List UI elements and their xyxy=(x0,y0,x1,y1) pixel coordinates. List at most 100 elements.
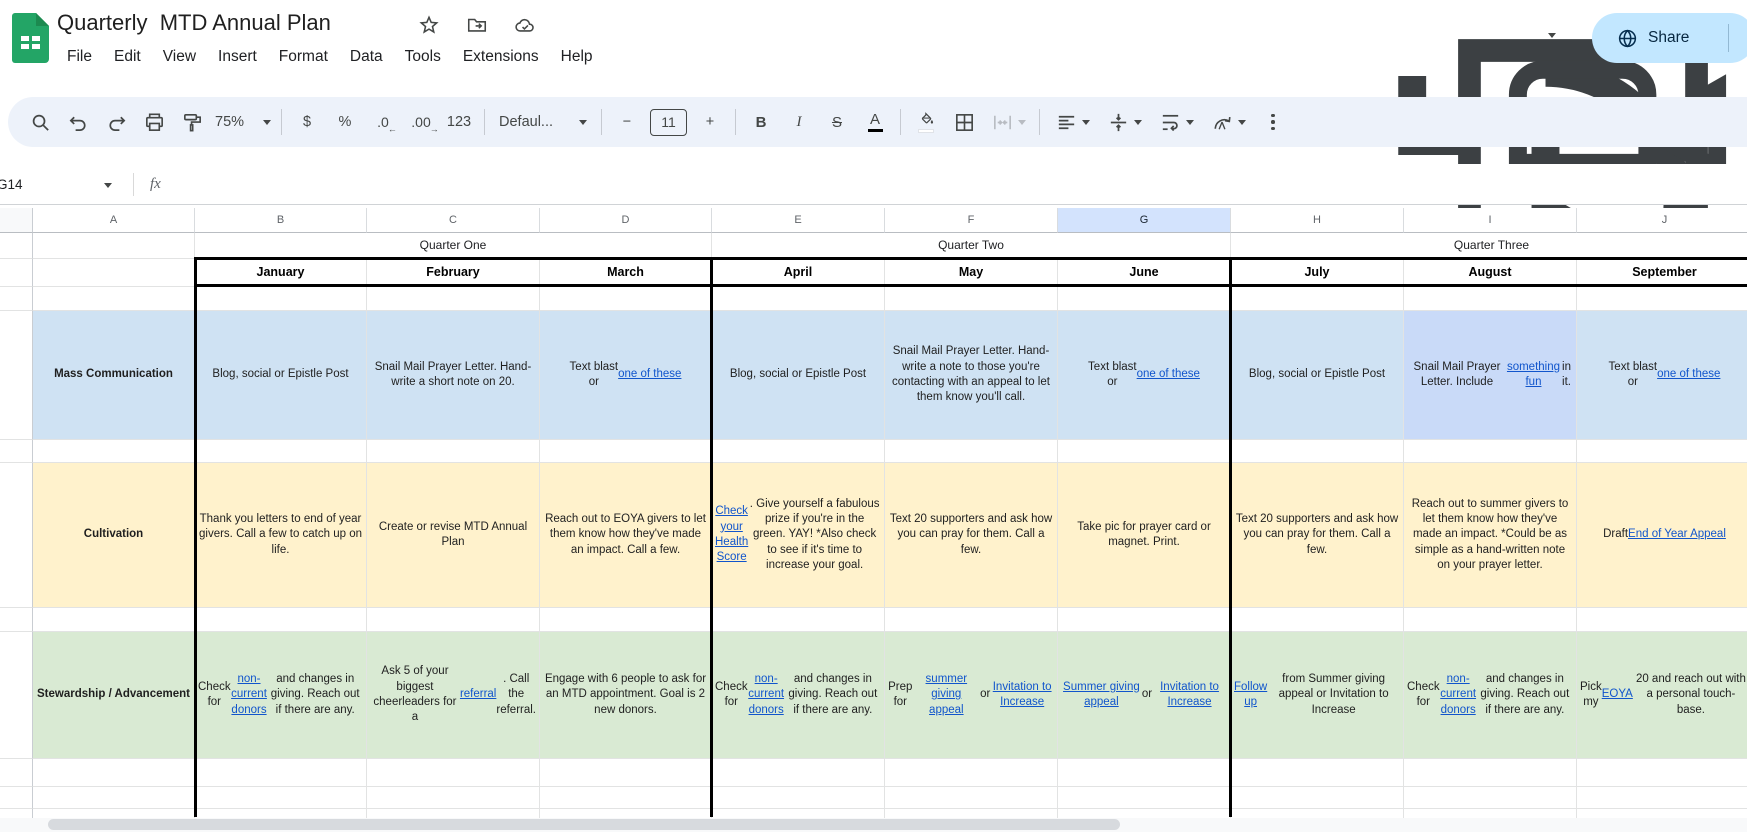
cell-link[interactable]: Invitation to Increase xyxy=(1160,680,1219,708)
menu-edit[interactable]: Edit xyxy=(113,48,141,65)
cell-link[interactable]: Summer giving appeal xyxy=(1063,680,1140,708)
text-rotation-button[interactable] xyxy=(1202,105,1254,139)
row-label-cell[interactable]: Stewardship / Advancement xyxy=(33,632,195,759)
paint-format-button[interactable] xyxy=(173,105,211,139)
column-header-G[interactable]: G xyxy=(1058,208,1231,233)
quarter-header-2[interactable]: Quarter Two xyxy=(712,233,1231,259)
column-header-D[interactable]: D xyxy=(540,208,712,233)
cell-A11[interactable] xyxy=(33,787,195,809)
column-header-E[interactable]: E xyxy=(712,208,885,233)
cell-C5[interactable]: Snail Mail Prayer Letter. Hand-write a s… xyxy=(367,311,540,440)
redo-button[interactable] xyxy=(97,105,135,139)
month-header-april[interactable]: April xyxy=(712,259,885,287)
cell-H7[interactable]: Text 20 supporters and ask how you can p… xyxy=(1231,463,1404,608)
cell-B5[interactable]: Blog, social or Epistle Post xyxy=(195,311,367,440)
font-family-select[interactable]: Defaul... xyxy=(491,105,595,139)
increase-decimal-button[interactable]: .00 → xyxy=(402,105,440,139)
text-wrap-button[interactable] xyxy=(1150,105,1202,139)
cell-I6[interactable] xyxy=(1404,440,1577,463)
row-header[interactable] xyxy=(0,259,33,287)
row-header[interactable] xyxy=(0,233,33,259)
cell-B7[interactable]: Thank you letters to end of year givers.… xyxy=(195,463,367,608)
row-header[interactable] xyxy=(0,608,33,632)
vertical-align-button[interactable] xyxy=(1098,105,1150,139)
cell-D6[interactable] xyxy=(540,440,712,463)
cell-G4[interactable] xyxy=(1058,287,1231,311)
column-header-I[interactable]: I xyxy=(1404,208,1577,233)
cloud-saved-icon[interactable] xyxy=(514,14,536,36)
cell-A10[interactable] xyxy=(33,759,195,787)
column-header-A[interactable]: A xyxy=(33,208,195,233)
menu-format[interactable]: Format xyxy=(278,48,328,65)
cell-link[interactable]: one of these xyxy=(1136,368,1200,381)
menu-view[interactable]: View xyxy=(162,48,197,65)
row-label-cell[interactable]: Cultivation xyxy=(33,463,195,608)
month-header-march[interactable]: March xyxy=(540,259,712,287)
name-box-dropdown-icon[interactable] xyxy=(104,183,112,188)
cell-C4[interactable] xyxy=(367,287,540,311)
cell-C6[interactable] xyxy=(367,440,540,463)
cell-B6[interactable] xyxy=(195,440,367,463)
menu-help[interactable]: Help xyxy=(560,48,593,65)
month-header-june[interactable]: June xyxy=(1058,259,1231,287)
undo-button[interactable] xyxy=(59,105,97,139)
row-header[interactable] xyxy=(0,787,33,809)
cell-D7[interactable]: Reach out to EOYA givers to let them kno… xyxy=(540,463,712,608)
cell-G9[interactable]: Summer giving appeal or Invitation to In… xyxy=(1058,632,1231,759)
cell-J10[interactable] xyxy=(1577,759,1747,787)
column-header-H[interactable]: H xyxy=(1231,208,1404,233)
cell-D8[interactable] xyxy=(540,608,712,632)
column-header-B[interactable]: B xyxy=(195,208,367,233)
cell-J8[interactable] xyxy=(1577,608,1747,632)
cell-H9[interactable]: Follow up from Summer giving appeal or I… xyxy=(1231,632,1404,759)
increase-font-size-button[interactable]: + xyxy=(691,105,729,139)
cell-F8[interactable] xyxy=(885,608,1058,632)
cell-link[interactable]: referral xyxy=(459,688,497,701)
cell-A8[interactable] xyxy=(33,608,195,632)
cell-A3[interactable] xyxy=(33,259,195,287)
cell-H4[interactable] xyxy=(1231,287,1404,311)
month-header-may[interactable]: May xyxy=(885,259,1058,287)
cell-A2[interactable] xyxy=(33,233,195,259)
menu-extensions[interactable]: Extensions xyxy=(462,48,539,65)
cell-link[interactable]: something fun xyxy=(1506,360,1561,388)
cell-G7[interactable]: Take pic for prayer card or magnet. Prin… xyxy=(1058,463,1231,608)
horizontal-scrollbar-thumb[interactable] xyxy=(48,819,1120,830)
cell-G11[interactable] xyxy=(1058,787,1231,809)
cell-C7[interactable]: Create or revise MTD Annual Plan xyxy=(367,463,540,608)
month-header-september[interactable]: September xyxy=(1577,259,1747,287)
cell-H11[interactable] xyxy=(1231,787,1404,809)
cell-E11[interactable] xyxy=(712,787,885,809)
cell-J11[interactable] xyxy=(1577,787,1747,809)
cell-J6[interactable] xyxy=(1577,440,1747,463)
month-header-february[interactable]: February xyxy=(367,259,540,287)
cell-link[interactable]: End of Year Appeal xyxy=(1628,528,1726,541)
cell-G6[interactable] xyxy=(1058,440,1231,463)
cell-D9[interactable]: Engage with 6 people to ask for an MTD a… xyxy=(540,632,712,759)
column-header-C[interactable]: C xyxy=(367,208,540,233)
document-title[interactable]: Quarterly MTD Annual Plan xyxy=(57,10,331,35)
cell-H10[interactable] xyxy=(1231,759,1404,787)
cell-I7[interactable]: Reach out to summer givers to let them k… xyxy=(1404,463,1577,608)
month-header-august[interactable]: August xyxy=(1404,259,1577,287)
font-size-input[interactable]: 11 xyxy=(650,108,687,136)
row-header[interactable] xyxy=(0,632,33,759)
cell-link[interactable]: non-current donors xyxy=(1440,673,1477,716)
cell-B10[interactable] xyxy=(195,759,367,787)
cell-I10[interactable] xyxy=(1404,759,1577,787)
row-header[interactable] xyxy=(0,463,33,608)
cell-link[interactable]: one of these xyxy=(1657,368,1721,381)
cell-B8[interactable] xyxy=(195,608,367,632)
quarter-header-1[interactable]: Quarter One xyxy=(195,233,712,259)
cell-E5[interactable]: Blog, social or Epistle Post xyxy=(712,311,885,440)
cell-J4[interactable] xyxy=(1577,287,1747,311)
format-percent-button[interactable]: % xyxy=(326,105,364,139)
cell-I8[interactable] xyxy=(1404,608,1577,632)
cell-link[interactable]: Follow up xyxy=(1234,680,1268,708)
column-header-F[interactable]: F xyxy=(885,208,1058,233)
strikethrough-button[interactable]: S xyxy=(818,105,856,139)
row-header[interactable] xyxy=(0,311,33,440)
cell-B9[interactable]: Check for non-current donors and changes… xyxy=(195,632,367,759)
google-sheets-logo[interactable] xyxy=(12,13,49,63)
cell-link[interactable]: Check your Health Score xyxy=(715,505,749,564)
